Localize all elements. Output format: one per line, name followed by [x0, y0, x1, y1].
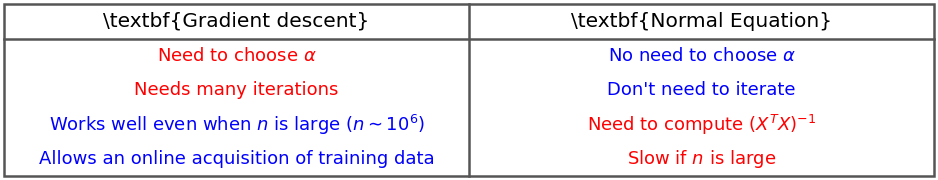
Text: Need to choose $\alpha$: Need to choose $\alpha$ — [157, 47, 316, 65]
Text: Don't need to iterate: Don't need to iterate — [607, 81, 795, 99]
Text: Needs many iterations: Needs many iterations — [134, 81, 339, 99]
Text: \textbf{Normal Equation}: \textbf{Normal Equation} — [571, 12, 832, 31]
Text: Need to compute $(X^TX)^{-1}$: Need to compute $(X^TX)^{-1}$ — [587, 112, 816, 137]
Text: Slow if $n$ is large: Slow if $n$ is large — [627, 148, 776, 170]
Text: No need to choose $\alpha$: No need to choose $\alpha$ — [608, 47, 795, 65]
Text: \textbf{Gradient descent}: \textbf{Gradient descent} — [103, 12, 370, 31]
Text: Allows an online acquisition of training data: Allows an online acquisition of training… — [38, 150, 434, 168]
Text: Works well even when $n$ is large $(n \sim 10^6)$: Works well even when $n$ is large $(n \s… — [49, 112, 425, 137]
